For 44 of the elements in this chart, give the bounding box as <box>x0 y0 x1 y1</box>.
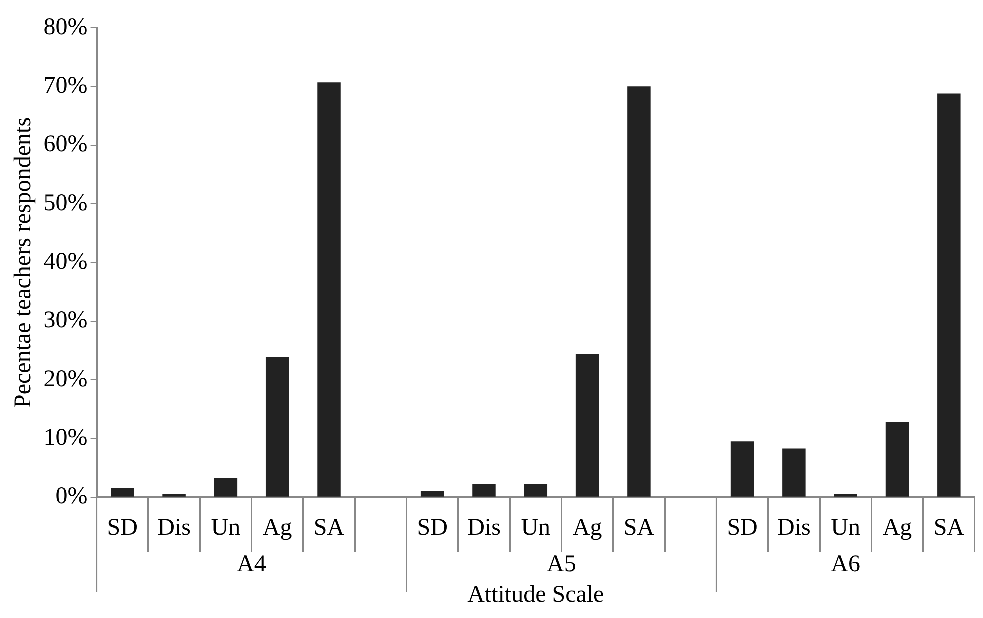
bar <box>730 442 754 497</box>
x-tick-label: Ag <box>572 515 602 542</box>
y-tick-label: 20% <box>44 366 88 392</box>
x-tick-label: SA <box>934 515 966 542</box>
x-tick-label: Un <box>831 515 861 542</box>
bar <box>420 490 444 497</box>
y-tick-label: 50% <box>44 190 88 216</box>
bar <box>628 86 651 497</box>
x-tick-label: SD <box>107 515 138 542</box>
x-tick-label: Dis <box>468 515 501 542</box>
x-tick-label: Ag <box>262 515 292 542</box>
x-tick-label: SA <box>624 515 656 542</box>
x-tick-label: Dis <box>158 515 191 542</box>
bar <box>472 484 496 497</box>
y-tick-label: 60% <box>44 132 88 158</box>
bar <box>886 422 910 497</box>
x-tick-label: SD <box>727 515 758 542</box>
text: A5 <box>547 552 576 578</box>
y-tick-label: 70% <box>44 72 88 99</box>
bar <box>162 494 186 497</box>
x-tick-label: Ag <box>882 515 912 542</box>
bar <box>111 488 134 497</box>
y-axis-title: Pecentae teachers respondents <box>10 117 37 408</box>
x-tick-label: Un <box>211 515 241 542</box>
bar <box>576 354 600 497</box>
x-tick-label: SD <box>417 515 448 542</box>
text: A6 <box>831 552 861 578</box>
x-tick-label: Dis <box>778 515 811 542</box>
bar <box>834 494 858 497</box>
bar <box>938 94 961 497</box>
y-tick-label: 30% <box>44 308 88 334</box>
bar <box>318 82 341 497</box>
bar <box>524 484 548 497</box>
y-tick-label: 0% <box>56 484 88 510</box>
bar <box>782 448 806 497</box>
bar <box>266 357 290 497</box>
y-tick-label: 40% <box>44 248 88 275</box>
y-tick-label: 80% <box>44 14 88 40</box>
bar <box>214 478 238 497</box>
y-tick-label: 10% <box>44 425 88 452</box>
text: A4 <box>237 552 266 578</box>
x-tick-label: Un <box>521 515 551 542</box>
x-tick-label: SA <box>314 515 346 542</box>
x-axis-title: Attitude Scale <box>468 582 604 608</box>
